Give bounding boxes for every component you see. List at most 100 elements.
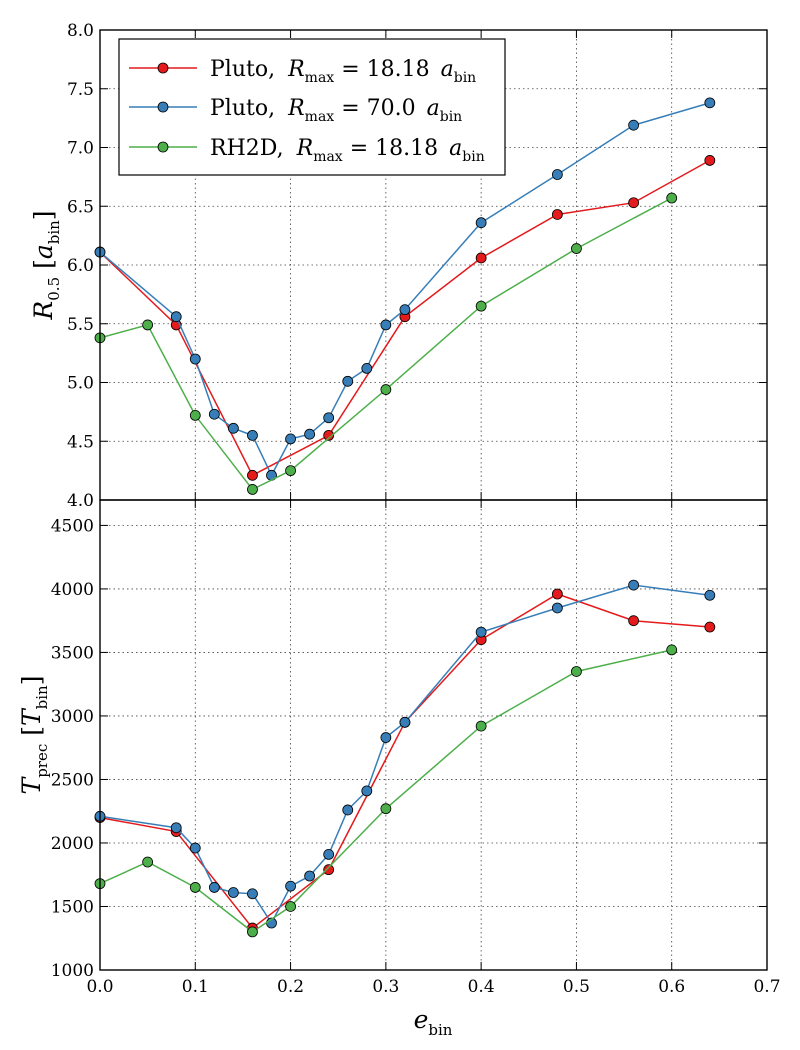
y-tick-label: 3500 [51, 643, 94, 663]
data-point [380, 732, 392, 743]
x-tick-label: 0.2 [277, 977, 304, 997]
data-point [170, 822, 182, 834]
data-point [628, 197, 639, 209]
legend-code: Pluto, [210, 96, 275, 121]
data-point [475, 300, 487, 312]
bottom-ticks: 0.0 0.1 0.2 0.3 0.4 0.5 0.6 0.7 1000 1500 2000 2500… [51, 500, 781, 997]
data-point [227, 422, 239, 434]
y-tick-label: 2500 [51, 770, 94, 790]
y-tick-label: 1000 [51, 961, 94, 981]
y-tick-label: 5.5 [67, 315, 94, 335]
data-point [304, 870, 316, 882]
data-point [285, 465, 296, 477]
data-point [285, 901, 296, 912]
y-tick-label: 4000 [51, 580, 94, 600]
xlabel-main: e [414, 1005, 429, 1034]
y-tick-label: 5.0 [67, 374, 94, 394]
legend-entry-2: RH2D, Rmax = 18.18 abin [129, 136, 485, 165]
bottom-gridlines [100, 500, 767, 970]
legend-value: 18.18 [367, 57, 430, 82]
svg-text:Tprec [Tbin]: Tprec [Tbin] [17, 676, 51, 795]
data-point [285, 880, 296, 892]
legend-entry-1: Pluto, Rmax = 70.0 abin [129, 96, 462, 125]
data-point [666, 192, 678, 204]
data-point [380, 384, 392, 395]
data-point [551, 209, 563, 220]
legend-code: RH2D, [210, 136, 284, 161]
svg-text:RH2D, Rmax = 18.18: RH2D, Rmax = 18.18 abin [210, 136, 485, 165]
data-point [189, 353, 201, 365]
series-line [99, 649, 672, 933]
top-ylabel-unit-sub: bin [45, 220, 63, 244]
top-ticks: 4.0 4.5 5.0 5.5 6.0 6.5 7.0 7.5 8.0 [67, 21, 768, 511]
x-tick-label: 0.4 [468, 977, 495, 997]
data-point [247, 429, 258, 441]
legend-entry-0: Pluto, Rmax = 18.18 abin [129, 57, 476, 86]
series-line [99, 102, 711, 477]
top-ylabel-sub: 0.5 [45, 277, 63, 301]
data-point [704, 155, 716, 166]
top-ylabel-unit-main: a [29, 244, 58, 259]
svg-text:Pluto, Rmax = 18.18: Pluto, Rmax = 18.18 abin [210, 57, 476, 86]
data-point [704, 621, 716, 633]
data-point [628, 119, 639, 131]
data-point [361, 785, 373, 797]
svg-text:Pluto, Rmax = 70.0: Pluto, Rmax = 70.0 abin [210, 96, 462, 125]
series-2 [94, 192, 678, 495]
data-point [247, 469, 258, 481]
legend-marker [157, 141, 169, 153]
data-point [323, 412, 335, 424]
y-tick-label: 8.0 [67, 21, 94, 41]
x-tick-label: 0.1 [182, 977, 209, 997]
data-point [247, 888, 258, 900]
series-0 [94, 588, 716, 934]
data-point [247, 484, 258, 495]
data-point [551, 588, 563, 600]
data-point [285, 433, 296, 445]
x-tick-label: 0.6 [658, 977, 685, 997]
data-point [189, 882, 201, 893]
series-2 [94, 644, 678, 938]
data-point [399, 304, 411, 316]
data-point [704, 589, 716, 601]
series-line [99, 584, 710, 925]
data-point [323, 849, 335, 860]
data-point [208, 408, 220, 420]
bottom-y-axis-label: Tprec [Tbin] [17, 676, 51, 795]
bottom-panel: 0.0 0.1 0.2 0.3 0.4 0.5 0.6 0.7 1000 1500 2000 2500… [17, 499, 781, 1039]
legend-value: 70.0 [367, 96, 416, 121]
svg-text:R0.5 [abin]: R0.5 [abin] [29, 210, 63, 320]
data-point [342, 375, 354, 387]
bottom-series-layer [94, 579, 716, 938]
legend-value: 18.18 [375, 136, 438, 161]
y-tick-label: 3000 [51, 707, 94, 727]
series-0 [94, 155, 716, 481]
data-point [170, 311, 182, 323]
bottom-plot-frame [99, 499, 768, 971]
y-tick-label: 7.0 [67, 139, 94, 159]
y-tick-label: 6.0 [67, 256, 94, 276]
data-point [380, 319, 392, 331]
bottom-ylabel-main: T [17, 775, 46, 794]
x-tick-label: 0.7 [753, 977, 780, 997]
top-y-axis-label: R0.5 [abin] [29, 210, 63, 320]
bottom-ylabel-sub: prec [33, 744, 51, 778]
y-tick-label: 4500 [51, 516, 94, 536]
xlabel-sub: bin [428, 1021, 452, 1039]
y-tick-label: 2000 [51, 834, 94, 854]
data-point [342, 804, 354, 816]
data-point [666, 644, 678, 656]
data-point [475, 720, 487, 732]
data-point [571, 666, 582, 677]
y-tick-label: 6.5 [67, 197, 94, 217]
legend-marker [157, 62, 169, 74]
x-tick-label: 0.0 [86, 977, 113, 997]
data-point [571, 243, 582, 254]
data-point [704, 97, 716, 109]
y-tick-label: 4.5 [67, 432, 94, 452]
data-point [551, 169, 563, 180]
top-ylabel-main: R [29, 301, 58, 321]
data-point [189, 842, 201, 854]
data-point [208, 882, 220, 893]
